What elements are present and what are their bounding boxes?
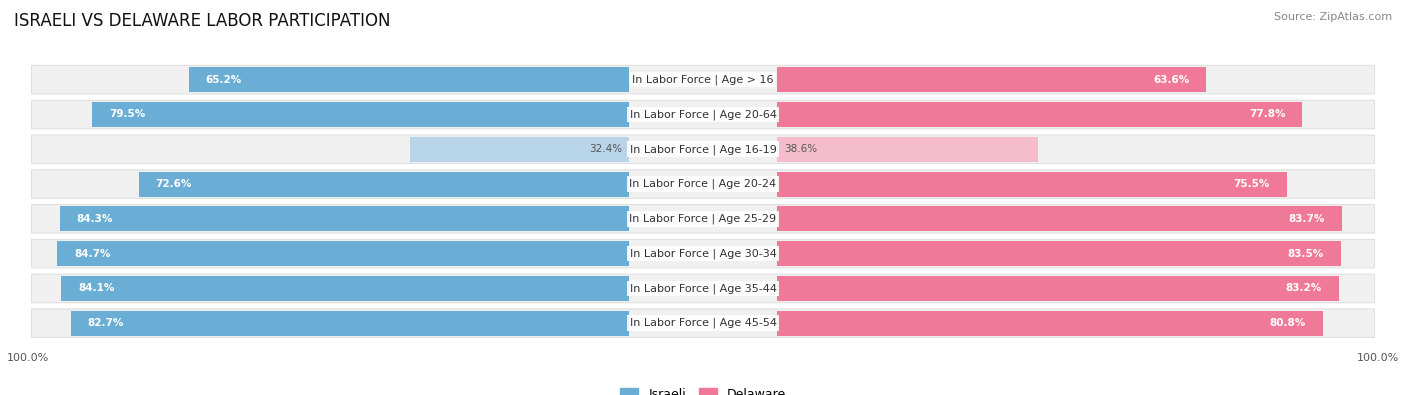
Bar	[778, 102, 1302, 127]
Text: In Labor Force | Age 25-29: In Labor Force | Age 25-29	[630, 214, 776, 224]
Bar	[70, 311, 628, 336]
Text: 32.4%: 32.4%	[589, 144, 621, 154]
Text: In Labor Force | Age 30-34: In Labor Force | Age 30-34	[630, 248, 776, 259]
Text: 77.8%: 77.8%	[1249, 109, 1285, 119]
FancyBboxPatch shape	[31, 239, 1375, 268]
Text: 80.8%: 80.8%	[1270, 318, 1306, 328]
FancyBboxPatch shape	[31, 66, 1375, 94]
Bar	[778, 137, 1038, 162]
Text: 72.6%: 72.6%	[156, 179, 193, 189]
Bar	[778, 171, 1286, 197]
Text: 75.5%: 75.5%	[1233, 179, 1270, 189]
Bar	[778, 67, 1206, 92]
FancyBboxPatch shape	[31, 309, 1375, 337]
Bar	[778, 276, 1339, 301]
Text: 63.6%: 63.6%	[1153, 75, 1189, 85]
Bar	[778, 311, 1323, 336]
Legend: Israeli, Delaware: Israeli, Delaware	[614, 383, 792, 395]
Bar	[60, 206, 628, 231]
Bar	[62, 276, 628, 301]
Text: 83.2%: 83.2%	[1285, 284, 1322, 293]
Bar	[93, 102, 628, 127]
Bar	[58, 241, 628, 266]
Text: 65.2%: 65.2%	[205, 75, 242, 85]
Text: 83.5%: 83.5%	[1288, 248, 1324, 259]
FancyBboxPatch shape	[31, 170, 1375, 198]
Text: In Labor Force | Age 20-64: In Labor Force | Age 20-64	[630, 109, 776, 120]
Bar	[778, 241, 1341, 266]
FancyBboxPatch shape	[31, 274, 1375, 303]
Bar	[411, 137, 628, 162]
Text: 79.5%: 79.5%	[110, 109, 145, 119]
Text: In Labor Force | Age > 16: In Labor Force | Age > 16	[633, 74, 773, 85]
FancyBboxPatch shape	[31, 135, 1375, 164]
FancyBboxPatch shape	[31, 205, 1375, 233]
Text: In Labor Force | Age 35-44: In Labor Force | Age 35-44	[630, 283, 776, 294]
Text: 38.6%: 38.6%	[785, 144, 817, 154]
Text: In Labor Force | Age 45-54: In Labor Force | Age 45-54	[630, 318, 776, 329]
Text: 84.1%: 84.1%	[79, 284, 114, 293]
FancyBboxPatch shape	[31, 100, 1375, 129]
Text: 84.3%: 84.3%	[77, 214, 112, 224]
Text: 83.7%: 83.7%	[1289, 214, 1326, 224]
Text: 82.7%: 82.7%	[87, 318, 124, 328]
Text: ISRAELI VS DELAWARE LABOR PARTICIPATION: ISRAELI VS DELAWARE LABOR PARTICIPATION	[14, 12, 391, 30]
Text: In Labor Force | Age 16-19: In Labor Force | Age 16-19	[630, 144, 776, 154]
Text: In Labor Force | Age 20-24: In Labor Force | Age 20-24	[630, 179, 776, 189]
Text: 84.7%: 84.7%	[75, 248, 111, 259]
Bar	[139, 171, 628, 197]
Text: Source: ZipAtlas.com: Source: ZipAtlas.com	[1274, 12, 1392, 22]
Bar	[188, 67, 628, 92]
Bar	[778, 206, 1343, 231]
